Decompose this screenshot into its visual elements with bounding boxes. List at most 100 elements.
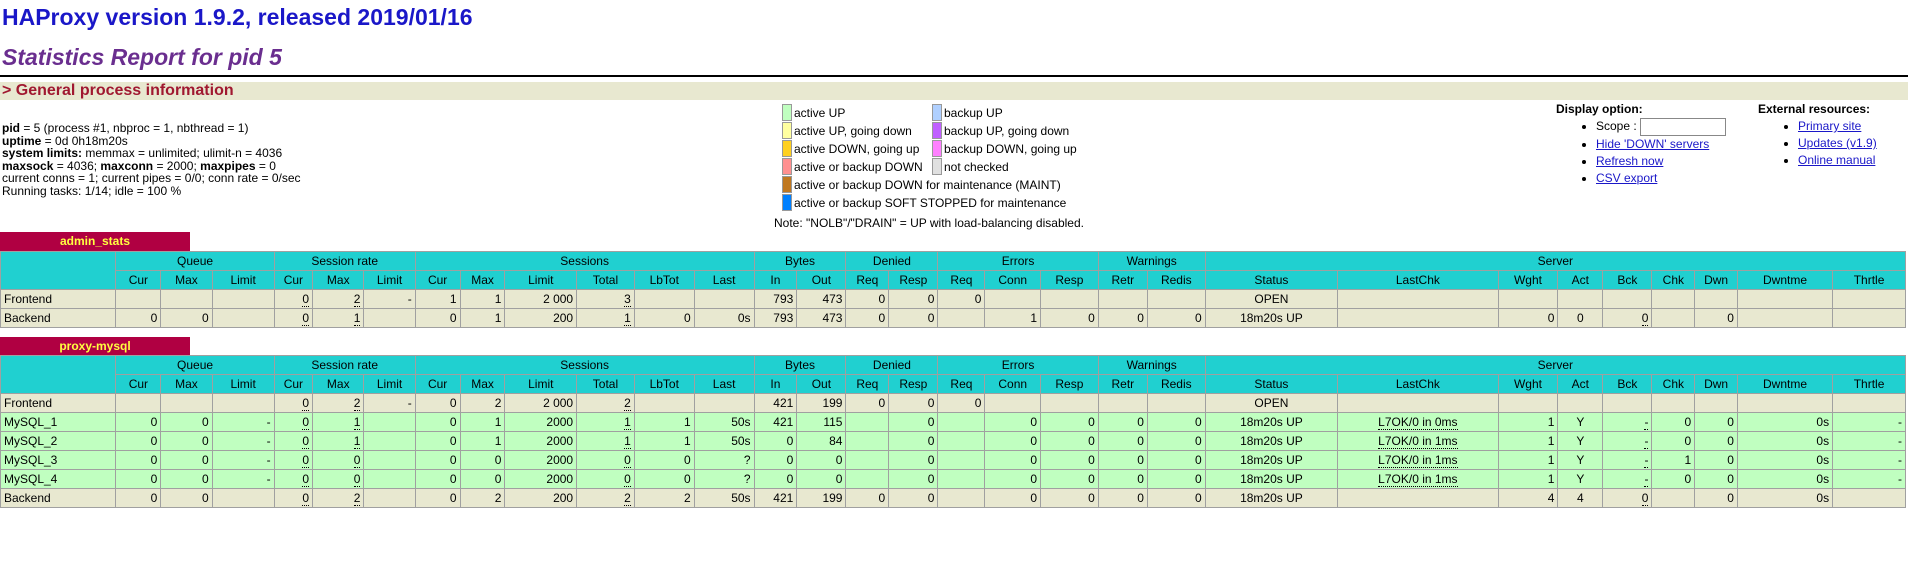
backend-row: Backend 0 0 0 1 0 1 200 1 0 0s 793 473 0 0 1 0 0 0 18m20s U… (0, 308, 1906, 328)
server-row: MySQL_3 0 0-0 0 0 0 2000 0 0? 0 0 0 0 0 0 0 18m20s UP L7O… (0, 450, 1906, 470)
column-header: Last (693, 270, 755, 290)
scope-input[interactable] (1640, 118, 1727, 136)
column-header: Cur (115, 270, 162, 290)
stat-value[interactable]: 0 (302, 414, 310, 430)
stat-value[interactable]: - (1644, 452, 1649, 468)
legend-swatch (932, 104, 942, 121)
stat-cell: 115 (796, 412, 847, 432)
proxy-title-admin-stats[interactable]: admin_stats (0, 232, 190, 251)
stat-value[interactable]: 1 (353, 310, 361, 326)
legend-item: active or backup SOFT STOPPED for mainte… (782, 194, 1066, 212)
stat-cell: 1 (459, 412, 506, 432)
stat-cell: 0 (115, 450, 162, 470)
stat-cell (1736, 289, 1834, 309)
lastchk-value[interactable]: L7OK/0 in 1ms (1378, 471, 1458, 487)
stat-value[interactable]: 2 (624, 490, 631, 506)
proxy-row-name[interactable]: Backend (0, 488, 117, 508)
stat-cell: 473 (796, 289, 847, 309)
stat-value[interactable]: 0 (353, 471, 361, 487)
proxy-row-name[interactable]: MySQL_4 (0, 469, 117, 489)
stat-value[interactable]: 2 (353, 395, 361, 411)
stat-value[interactable]: 0 (624, 471, 631, 487)
stat-value[interactable]: 0 (302, 291, 310, 307)
stat-cell (1040, 393, 1099, 413)
stat-cell (1040, 289, 1099, 309)
stat-cell: Y (1557, 469, 1604, 489)
stat-cell: 0 (937, 289, 986, 309)
stat-cell: 0 (845, 289, 890, 309)
stat-value[interactable]: 0 (302, 395, 310, 411)
stat-value[interactable]: 0 (1641, 310, 1649, 326)
stat-cell: 2000 (504, 469, 578, 489)
server-row: MySQL_2 0 0-0 1 0 1 2000 1 1 50s 0 84 0 0 0 0 0 18m20s UP… (0, 431, 1906, 451)
refresh-now-link[interactable]: Refresh now (1596, 154, 1664, 168)
column-group-header: Server (1204, 355, 1907, 375)
column-header: Status (1204, 374, 1339, 394)
lastchk-value[interactable]: L7OK/0 in 0ms (1378, 414, 1458, 430)
stat-value[interactable]: 0 (302, 490, 310, 506)
online-manual-link[interactable]: Online manual (1798, 153, 1876, 167)
proxy-row-name[interactable]: Frontend (0, 289, 117, 309)
proxy-row-name[interactable]: MySQL_3 (0, 450, 117, 470)
column-header: Max (160, 374, 213, 394)
proxy-row-name[interactable]: MySQL_1 (0, 412, 117, 432)
stat-value[interactable]: 1 (353, 414, 361, 430)
stat-cell: 1 (1497, 431, 1559, 451)
maxconn-value: = 2000; (153, 158, 201, 173)
stat-value[interactable]: 2 (353, 291, 361, 307)
lastchk-value[interactable]: L7OK/0 in 1ms (1378, 433, 1458, 449)
stat-value[interactable]: 3 (624, 291, 631, 307)
stat-cell (1497, 393, 1559, 413)
proxy-row-name[interactable]: Frontend (0, 393, 117, 413)
display-options-title: Display option: (1556, 102, 1643, 116)
stat-cell (1602, 289, 1653, 309)
column-header: LastChk (1337, 270, 1499, 290)
row-header-corner (0, 251, 117, 290)
stat-cell: 2 (576, 393, 635, 413)
stat-value[interactable]: 2 (353, 490, 361, 506)
stat-value[interactable]: - (1644, 471, 1649, 487)
stat-value[interactable]: 0 (624, 452, 631, 468)
stat-value[interactable]: - (1644, 433, 1649, 449)
primary-site-link[interactable]: Primary site (1798, 119, 1862, 133)
proxy-row-name[interactable]: MySQL_2 (0, 431, 117, 451)
stat-value[interactable]: 0 (1641, 490, 1649, 506)
proxy-title-proxy-mysql[interactable]: proxy-mysql (0, 337, 190, 356)
stat-cell: 0 (273, 289, 314, 309)
stat-cell: 199 (796, 393, 847, 413)
stat-value[interactable]: 0 (353, 452, 361, 468)
stat-value[interactable]: 1 (624, 414, 631, 430)
updates-link[interactable]: Updates (v1.9) (1798, 136, 1877, 150)
stat-value[interactable]: 0 (302, 452, 310, 468)
stat-value[interactable]: 1 (624, 433, 631, 449)
legend-swatch (782, 158, 792, 175)
lastchk-value[interactable]: L7OK/0 in 1ms (1378, 452, 1458, 468)
stat-cell (633, 393, 695, 413)
server-row: MySQL_4 0 0-0 0 0 0 2000 0 0? 0 0 0 0 0 0 0 18m20s UP L7O… (0, 469, 1906, 489)
stat-cell: 0 (796, 469, 847, 489)
column-header: Limit (504, 270, 578, 290)
stat-value[interactable]: - (1644, 414, 1649, 430)
stat-cell: L7OK/0 in 1ms (1337, 431, 1499, 451)
column-header: Resp (888, 374, 939, 394)
stat-cell: 0 (1040, 431, 1099, 451)
stat-cell: 0 (273, 431, 314, 451)
scope-label: Scope : (1596, 119, 1637, 134)
stat-value[interactable]: 0 (302, 471, 310, 487)
hide-down-servers-link[interactable]: Hide 'DOWN' servers (1596, 137, 1710, 151)
stat-value[interactable]: 0 (302, 310, 310, 326)
stat-value[interactable]: 1 (353, 433, 361, 449)
column-header: Redis (1146, 374, 1206, 394)
stat-cell: 2000 (504, 412, 578, 432)
legend-item: not checked (932, 158, 1009, 176)
stat-cell (693, 289, 755, 309)
proxy-row-name[interactable]: Backend (0, 308, 117, 328)
stat-cell: 0s (1736, 412, 1834, 432)
stat-value[interactable]: 1 (624, 310, 631, 326)
stat-cell: 1 (414, 289, 461, 309)
csv-export-link[interactable]: CSV export (1596, 171, 1658, 185)
legend-item: backup UP, going down (932, 122, 1069, 140)
stat-cell: 0 (1694, 488, 1738, 508)
stat-value[interactable]: 2 (624, 395, 631, 411)
stat-value[interactable]: 0 (302, 433, 310, 449)
